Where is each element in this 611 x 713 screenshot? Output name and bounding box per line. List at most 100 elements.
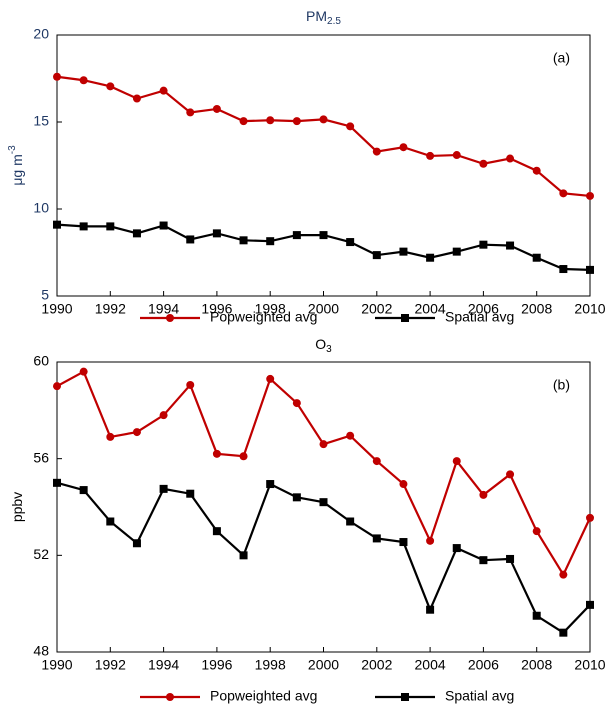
legend-label: Popweighted avg	[210, 688, 317, 704]
marker	[292, 399, 301, 408]
marker	[212, 449, 221, 458]
title-main: PM	[306, 8, 327, 24]
marker	[79, 367, 88, 376]
panel-label: (a)	[553, 50, 570, 66]
y-tick-label: 60	[33, 353, 49, 369]
marker	[53, 72, 61, 81]
marker	[266, 116, 275, 125]
marker	[319, 440, 328, 449]
marker	[266, 237, 275, 246]
marker	[186, 108, 195, 117]
x-tick-label: 2010	[574, 301, 605, 317]
marker	[106, 82, 115, 91]
x-tick-label: 1994	[148, 657, 179, 673]
marker	[506, 154, 515, 163]
marker	[186, 489, 195, 498]
marker	[426, 536, 435, 545]
plot-frame	[56, 34, 591, 297]
marker	[452, 151, 461, 160]
marker	[79, 222, 88, 231]
marker	[319, 115, 328, 124]
marker	[53, 478, 61, 487]
marker	[319, 231, 328, 240]
chart-title: PM2.5	[306, 8, 341, 27]
marker	[319, 498, 328, 507]
marker	[452, 457, 461, 466]
marker	[132, 539, 141, 548]
legend-label: Spatial avg	[445, 309, 514, 325]
legend-marker	[166, 314, 174, 322]
marker	[212, 104, 221, 113]
x-tick-label: 2010	[574, 657, 605, 673]
legend-label: Spatial avg	[445, 688, 514, 704]
marker	[346, 238, 355, 247]
marker	[586, 600, 594, 609]
marker	[239, 551, 248, 560]
y-tick-label: 20	[33, 26, 49, 42]
marker	[372, 147, 381, 156]
panel-label: (b)	[553, 377, 570, 393]
marker	[79, 76, 88, 85]
marker	[399, 538, 408, 547]
y-tick-label: 10	[33, 200, 49, 216]
marker	[559, 628, 568, 637]
marker	[586, 513, 594, 522]
marker	[559, 265, 568, 274]
plot-frame	[56, 361, 591, 653]
marker	[346, 517, 355, 526]
marker	[479, 490, 488, 499]
marker	[586, 265, 594, 274]
y-tick-label: 15	[33, 113, 49, 129]
chart-title: O3	[315, 336, 332, 355]
legend-marker	[401, 314, 409, 322]
marker	[559, 570, 568, 579]
legend-marker	[166, 693, 174, 701]
y-label-sup: -3	[7, 145, 18, 154]
marker	[212, 527, 221, 536]
x-tick-label: 2000	[308, 301, 339, 317]
marker	[506, 554, 515, 563]
marker	[106, 432, 115, 441]
x-tick-label: 1996	[201, 657, 232, 673]
marker	[479, 240, 488, 249]
marker	[53, 382, 61, 391]
marker	[372, 251, 381, 260]
x-tick-label: 1998	[255, 657, 286, 673]
marker	[532, 527, 541, 536]
marker	[346, 122, 355, 131]
marker	[106, 517, 115, 526]
marker	[426, 253, 435, 262]
marker	[159, 484, 168, 493]
x-tick-label: 1992	[95, 657, 126, 673]
y-tick-label: 56	[33, 449, 49, 465]
x-tick-label: 1994	[148, 301, 179, 317]
marker	[292, 493, 301, 502]
marker	[532, 166, 541, 175]
marker	[186, 235, 195, 244]
marker	[159, 221, 168, 230]
marker	[426, 151, 435, 160]
marker	[506, 241, 515, 250]
marker	[266, 374, 275, 383]
x-tick-label: 2006	[468, 657, 499, 673]
marker	[479, 556, 488, 565]
marker	[452, 247, 461, 256]
x-tick-label: 2000	[308, 657, 339, 673]
marker	[159, 86, 168, 95]
x-tick-label: 1990	[41, 301, 72, 317]
marker	[426, 605, 435, 614]
x-tick-label: 1990	[41, 657, 72, 673]
x-tick-label: 1998	[255, 301, 286, 317]
marker	[506, 470, 515, 479]
x-tick-label: 2008	[521, 657, 552, 673]
x-tick-label: 2004	[415, 657, 446, 673]
marker	[399, 480, 408, 489]
title-main: O	[315, 336, 326, 352]
title-sub: 3	[326, 344, 332, 355]
marker	[212, 229, 221, 238]
marker	[106, 222, 115, 231]
marker	[79, 486, 88, 495]
marker	[266, 480, 275, 489]
y-label-main: μg m	[9, 154, 25, 185]
